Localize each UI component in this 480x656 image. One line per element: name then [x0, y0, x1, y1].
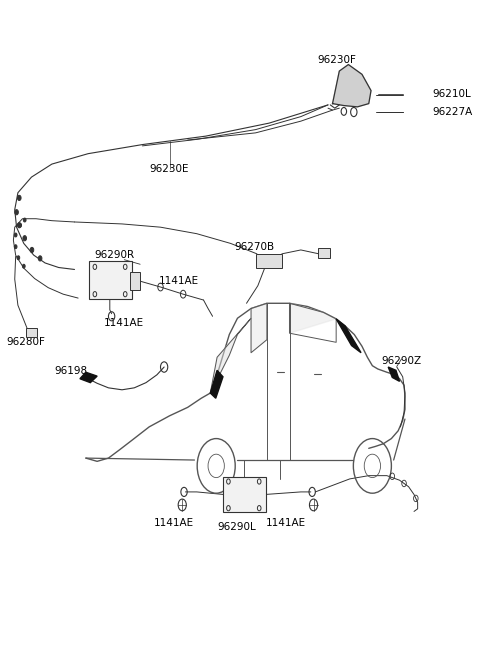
Polygon shape [289, 303, 336, 333]
Circle shape [38, 256, 42, 261]
Text: 96290Z: 96290Z [381, 356, 421, 365]
Polygon shape [210, 318, 251, 393]
Text: 1141AE: 1141AE [103, 318, 144, 328]
Bar [25, 328, 37, 337]
Polygon shape [210, 370, 223, 398]
Circle shape [23, 236, 26, 241]
Polygon shape [251, 303, 267, 353]
Bar [130, 272, 140, 290]
Circle shape [23, 264, 25, 268]
Text: 96227A: 96227A [432, 107, 472, 117]
Circle shape [14, 245, 17, 249]
Polygon shape [336, 319, 361, 353]
Text: 96290R: 96290R [94, 250, 134, 260]
Text: 1141AE: 1141AE [266, 518, 306, 528]
Bar [318, 248, 330, 258]
Text: 96290L: 96290L [217, 522, 256, 532]
Text: 96230E: 96230E [150, 163, 189, 174]
Circle shape [17, 222, 21, 228]
Circle shape [14, 233, 17, 237]
Circle shape [19, 223, 22, 227]
Polygon shape [388, 367, 399, 381]
Circle shape [15, 210, 18, 215]
Text: 1141AE: 1141AE [154, 518, 194, 528]
Circle shape [17, 256, 20, 260]
Polygon shape [80, 372, 97, 382]
FancyBboxPatch shape [223, 477, 266, 512]
Circle shape [30, 247, 34, 253]
Bar [255, 254, 282, 268]
FancyBboxPatch shape [89, 261, 132, 298]
Text: 96230F: 96230F [318, 55, 357, 65]
Text: 96210L: 96210L [432, 89, 471, 99]
Circle shape [24, 218, 26, 222]
Text: 96280F: 96280F [6, 337, 45, 347]
Polygon shape [333, 64, 371, 107]
Text: 1141AE: 1141AE [158, 276, 199, 286]
Text: 96198: 96198 [54, 366, 87, 376]
Text: 96270B: 96270B [235, 241, 275, 252]
Circle shape [17, 195, 21, 201]
